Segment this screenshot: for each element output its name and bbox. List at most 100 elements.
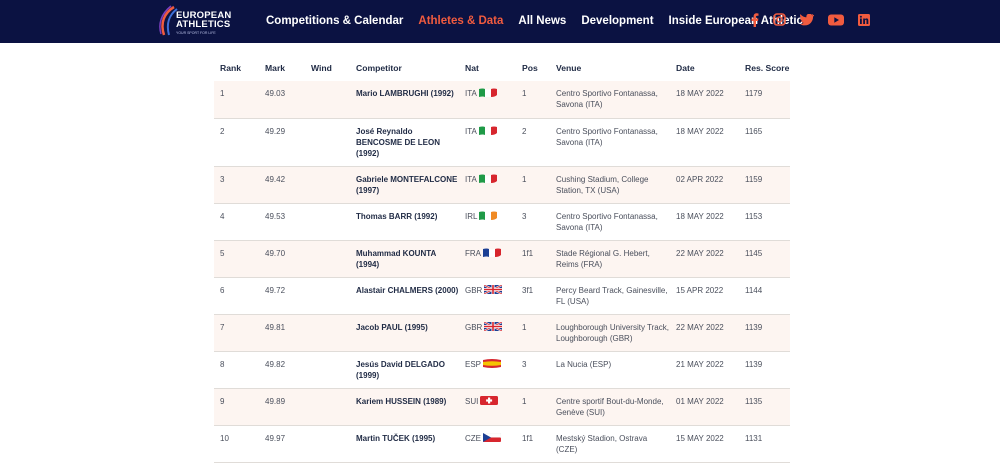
top-navbar: EUROPEAN ATHLETICS YOUR SPORT FOR LIFE C…: [0, 0, 1000, 43]
header-nat[interactable]: Nat: [465, 62, 479, 73]
cell-score: 1139: [739, 314, 790, 352]
header-pos[interactable]: Pos: [522, 62, 538, 73]
cell-pos: 1: [516, 81, 550, 119]
cell-nat: ITA: [459, 118, 516, 167]
cell-mark: 49.97: [259, 425, 305, 463]
cell-score: 1144: [739, 277, 790, 315]
cell-score: 1179: [739, 81, 790, 119]
header-rank[interactable]: Rank: [220, 62, 242, 73]
cell-date: 21 MAY 2022: [670, 351, 739, 389]
cell-rank: 10: [214, 425, 259, 463]
header-competitor[interactable]: Competitor: [356, 62, 402, 73]
nav-athletes-data[interactable]: Athletes & Data: [418, 15, 504, 27]
cell-mark: 49.89: [259, 388, 305, 426]
flag-ireland-icon: [479, 211, 498, 223]
cell-wind: [305, 351, 350, 389]
nat-code: CZE: [465, 433, 481, 443]
table-row[interactable]: 8 49.82 Jesús David DELGADO (1999) ESP 3…: [214, 351, 790, 389]
flag-switzerland-icon: [480, 395, 499, 408]
cell-rank: 7: [214, 314, 259, 352]
twitter-icon[interactable]: [800, 13, 815, 32]
flag-uk-icon: [483, 320, 503, 334]
nav-development[interactable]: Development: [581, 15, 654, 27]
cell-wind: [305, 166, 350, 204]
cell-pos: 3: [516, 351, 550, 389]
cell-wind: [305, 277, 350, 315]
cell-competitor: Alastair CHALMERS (2000): [350, 277, 459, 315]
linkedin-icon[interactable]: [858, 13, 870, 32]
table-row[interactable]: 4 49.53 Thomas BARR (1992) IRL 3 Centro …: [214, 203, 790, 241]
cell-score: 1131: [739, 425, 790, 463]
facebook-icon[interactable]: [751, 13, 759, 32]
competitor-link[interactable]: Mario LAMBRUGHI (1992): [356, 89, 454, 98]
cell-wind: [305, 203, 350, 241]
cell-competitor: José Reynaldo BENCOSME DE LEON (1992): [350, 118, 459, 167]
cell-wind: [305, 240, 350, 278]
cell-rank: 8: [214, 351, 259, 389]
table-row[interactable]: 2 49.29 José Reynaldo BENCOSME DE LEON (…: [214, 118, 790, 167]
cell-rank: 3: [214, 166, 259, 204]
table-row[interactable]: 10 49.97 Martin TUČEK (1995) CZE 1f1 Mes…: [214, 425, 790, 463]
cell-date: 18 MAY 2022: [670, 203, 739, 241]
logo-tagline: YOUR SPORT FOR LIFE: [176, 31, 216, 35]
cell-mark: 49.72: [259, 277, 305, 315]
competitor-link[interactable]: Martin TUČEK (1995): [356, 433, 436, 443]
header-mark[interactable]: Mark: [265, 62, 286, 73]
header-venue[interactable]: Venue: [556, 62, 582, 73]
table-row[interactable]: 6 49.72 Alastair CHALMERS (2000) GBR 3f1…: [214, 277, 790, 315]
rankings-table: Rank Mark Wind Competitor Nat Pos Venue …: [214, 54, 790, 463]
competitor-link[interactable]: Thomas BARR (1992): [356, 211, 438, 221]
cell-venue: Cushing Stadium, College Station, TX (US…: [550, 166, 670, 204]
header-score[interactable]: Res. Score: [745, 62, 790, 73]
cell-pos: 1f1: [516, 425, 550, 463]
cell-wind: [305, 388, 350, 426]
flag-france-icon: [483, 248, 501, 260]
cell-nat: GBR: [459, 277, 516, 315]
competitor-link[interactable]: Alastair CHALMERS (2000): [356, 285, 459, 295]
nav-competitions-calendar[interactable]: Competitions & Calendar: [266, 15, 404, 27]
competitor-link[interactable]: Muhammad KOUNTA (1994): [356, 248, 436, 269]
cell-mark: 49.03: [259, 81, 305, 119]
cell-competitor: Muhammad KOUNTA (1994): [350, 240, 459, 278]
table-row[interactable]: 5 49.70 Muhammad KOUNTA (1994) FRA 1f1 S…: [214, 240, 790, 278]
cell-nat: CZE: [459, 425, 516, 463]
table-row[interactable]: 1 49.03 Mario LAMBRUGHI (1992) ITA 1 Cen…: [214, 81, 790, 119]
instagram-icon[interactable]: [773, 13, 786, 32]
european-athletics-logo[interactable]: EUROPEAN ATHLETICS YOUR SPORT FOR LIFE: [158, 5, 238, 37]
cell-mark: 49.29: [259, 118, 305, 167]
cell-nat: FRA: [459, 240, 516, 278]
competitor-link[interactable]: Jacob PAUL (1995): [356, 322, 428, 332]
competitor-link[interactable]: José Reynaldo BENCOSME DE LEON (1992): [356, 126, 441, 158]
table-row[interactable]: 7 49.81 Jacob PAUL (1995) GBR 1 Loughbor…: [214, 314, 790, 352]
header-wind[interactable]: Wind: [311, 62, 332, 73]
table-row[interactable]: 3 49.42 Gabriele MONTEFALCONE (1997) ITA…: [214, 166, 790, 204]
social-links: [751, 13, 884, 32]
nat-code: GBR: [465, 322, 483, 332]
cell-mark: 49.82: [259, 351, 305, 389]
cell-rank: 5: [214, 240, 259, 278]
cell-competitor: Kariem HUSSEIN (1989): [350, 388, 459, 426]
nat-code: ESP: [465, 359, 482, 369]
nav-all-news[interactable]: All News: [518, 15, 567, 27]
competitor-link[interactable]: Kariem HUSSEIN (1989): [356, 396, 447, 406]
cell-venue: Centro Sportivo Fontanassa, Savona (ITA): [550, 118, 670, 167]
cell-date: 02 APR 2022: [670, 166, 739, 204]
main-menu: Competitions & Calendar Athletes & Data …: [266, 14, 824, 30]
cell-date: 01 MAY 2022: [670, 388, 739, 426]
flag-italy-icon: [478, 126, 497, 138]
table-header-row: Rank Mark Wind Competitor Nat Pos Venue …: [214, 54, 790, 81]
youtube-icon[interactable]: [828, 13, 844, 32]
competitor-link[interactable]: Gabriele MONTEFALCONE (1997): [356, 174, 458, 195]
nat-code: ITA: [465, 89, 477, 98]
header-date[interactable]: Date: [676, 62, 695, 73]
cell-date: 15 APR 2022: [670, 277, 739, 315]
competitor-link[interactable]: Jesús David DELGADO (1999): [356, 359, 445, 380]
nat-code: IRL: [465, 211, 478, 221]
table-row[interactable]: 9 49.89 Kariem HUSSEIN (1989) SUI 1 Cent…: [214, 388, 790, 426]
cell-wind: [305, 425, 350, 463]
cell-venue: Percy Beard Track, Gainesville, FL (USA): [550, 277, 670, 315]
cell-date: 22 MAY 2022: [670, 240, 739, 278]
logo-text-line1: EUROPEAN: [176, 10, 232, 21]
cell-wind: [305, 314, 350, 352]
cell-pos: 1f1: [516, 240, 550, 278]
